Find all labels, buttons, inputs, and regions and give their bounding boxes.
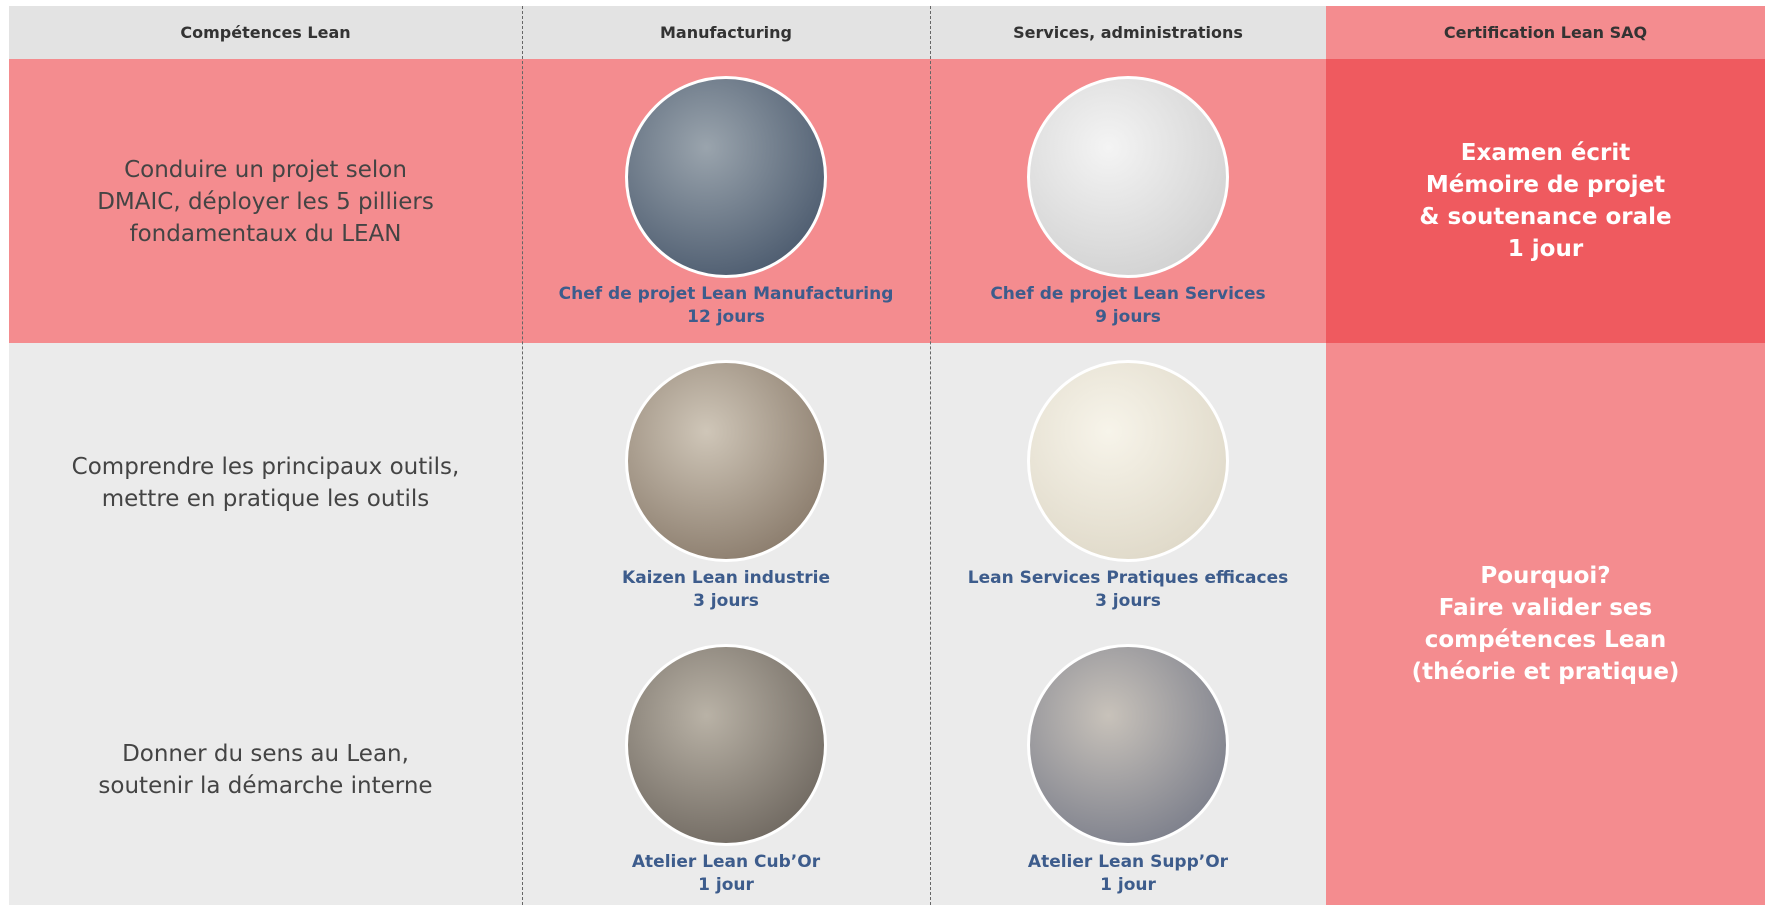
course-duration: 3 jours	[693, 591, 759, 611]
course-title: Chef de projet Lean Manufacturing	[558, 284, 894, 304]
header-cell: Services, administrations	[930, 6, 1326, 59]
divider	[930, 6, 931, 905]
text-line: Examen écrit	[1460, 140, 1631, 166]
course-duration: 12 jours	[687, 307, 765, 327]
course-label: Chef de projet Lean Services 9 jours	[928, 283, 1328, 329]
divider	[522, 6, 523, 905]
text-line: Conduire un projet selon	[124, 157, 407, 183]
course-label: Atelier Lean Cub’Or 1 jour	[526, 851, 926, 897]
competence: Conduire un projet selon DMAIC, déployer …	[9, 142, 522, 262]
competence: Comprendre les principaux outils, mettre …	[9, 423, 522, 543]
course-photo	[625, 76, 827, 278]
header-cell: Certification Lean SAQ	[1326, 6, 1765, 59]
text-line: Pourquoi?	[1480, 563, 1611, 589]
course-title: Lean Services Pratiques efficaces	[967, 568, 1289, 588]
course-duration: 1 jour	[698, 875, 754, 895]
text-line: mettre en pratique les outils	[101, 486, 430, 512]
competence: Donner du sens au Lean, soutenir la démar…	[9, 710, 522, 830]
text-line: Comprendre les principaux outils,	[71, 454, 460, 480]
course-photo	[1027, 76, 1229, 278]
text-line: (théorie et pratique)	[1411, 659, 1680, 685]
course-label: Chef de projet Lean Manufacturing 12 jour…	[526, 283, 926, 329]
text-line: & soutenance orale	[1419, 204, 1672, 230]
header-cell: Compétences Lean	[9, 6, 522, 59]
course-title: Kaizen Lean industrie	[622, 568, 830, 588]
course-photo	[1027, 360, 1229, 562]
course-duration: 1 jour	[1100, 875, 1156, 895]
text-line: Faire valider ses	[1438, 595, 1653, 621]
text-line: DMAIC, déployer les 5 pilliers	[97, 189, 434, 215]
text-line: Donner du sens au Lean,	[122, 741, 409, 767]
course-photo	[625, 644, 827, 846]
header-cell: Manufacturing	[522, 6, 930, 59]
course-photo	[625, 360, 827, 562]
text-line: fondamentaux du LEAN	[129, 221, 402, 247]
cert-why: Pourquoi? Faire valider ses compétences Le…	[1326, 343, 1765, 905]
course-duration: 9 jours	[1095, 307, 1161, 327]
course-title: Chef de projet Lean Services	[990, 284, 1266, 304]
course-title: Atelier Lean Cub’Or	[631, 852, 821, 872]
text-line: soutenir la démarche interne	[98, 773, 433, 799]
course-photo	[1027, 644, 1229, 846]
text-line: compétences Lean	[1424, 627, 1667, 653]
cert-exam: Examen écrit Mémoire de projet & soutenanc…	[1326, 59, 1765, 343]
text-line: Mémoire de projet	[1425, 172, 1666, 198]
course-label: Lean Services Pratiques efficaces 3 jours	[928, 567, 1328, 613]
course-label: Atelier Lean Supp’Or 1 jour	[928, 851, 1328, 897]
course-duration: 3 jours	[1095, 591, 1161, 611]
course-label: Kaizen Lean industrie 3 jours	[526, 567, 926, 613]
course-title: Atelier Lean Supp’Or	[1027, 852, 1229, 872]
text-line: 1 jour	[1507, 236, 1584, 262]
